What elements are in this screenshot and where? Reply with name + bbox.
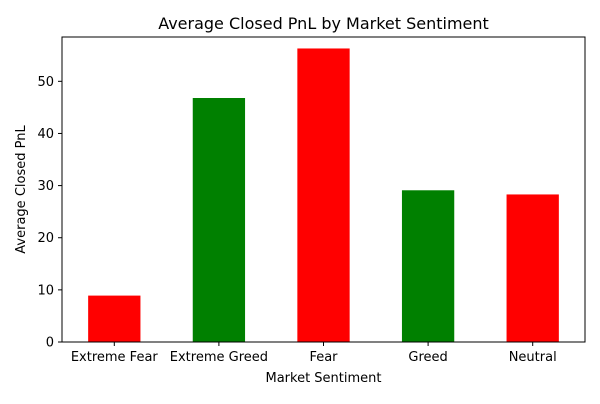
bar: [192, 98, 246, 342]
y-tick-label: 30: [37, 179, 54, 194]
x-tick-label: Neutral: [509, 350, 557, 365]
x-tick-label: Greed: [408, 350, 447, 365]
bar: [88, 295, 141, 342]
plot-area: Extreme Fear Extreme Greed Fear Greed Neutra…: [37, 36, 586, 365]
bar: [297, 48, 350, 342]
x-tick-label: Fear: [309, 350, 338, 365]
y-tick-label: 10: [37, 283, 54, 298]
bar: [506, 194, 559, 342]
y-tick-label: 20: [37, 231, 54, 246]
y-tick-label: 0: [46, 336, 54, 351]
chart-title: Average Closed PnL by Market Sentiment: [158, 14, 489, 33]
bar: [401, 190, 455, 342]
x-tick-label: Extreme Fear: [71, 350, 159, 365]
x-axis-label: Market Sentiment: [265, 371, 381, 386]
y-axis-label: Average Closed PnL: [14, 125, 29, 254]
x-tick-label: Extreme Greed: [170, 350, 268, 365]
y-tick-label: 40: [37, 127, 54, 142]
y-tick-label: 50: [37, 75, 54, 90]
